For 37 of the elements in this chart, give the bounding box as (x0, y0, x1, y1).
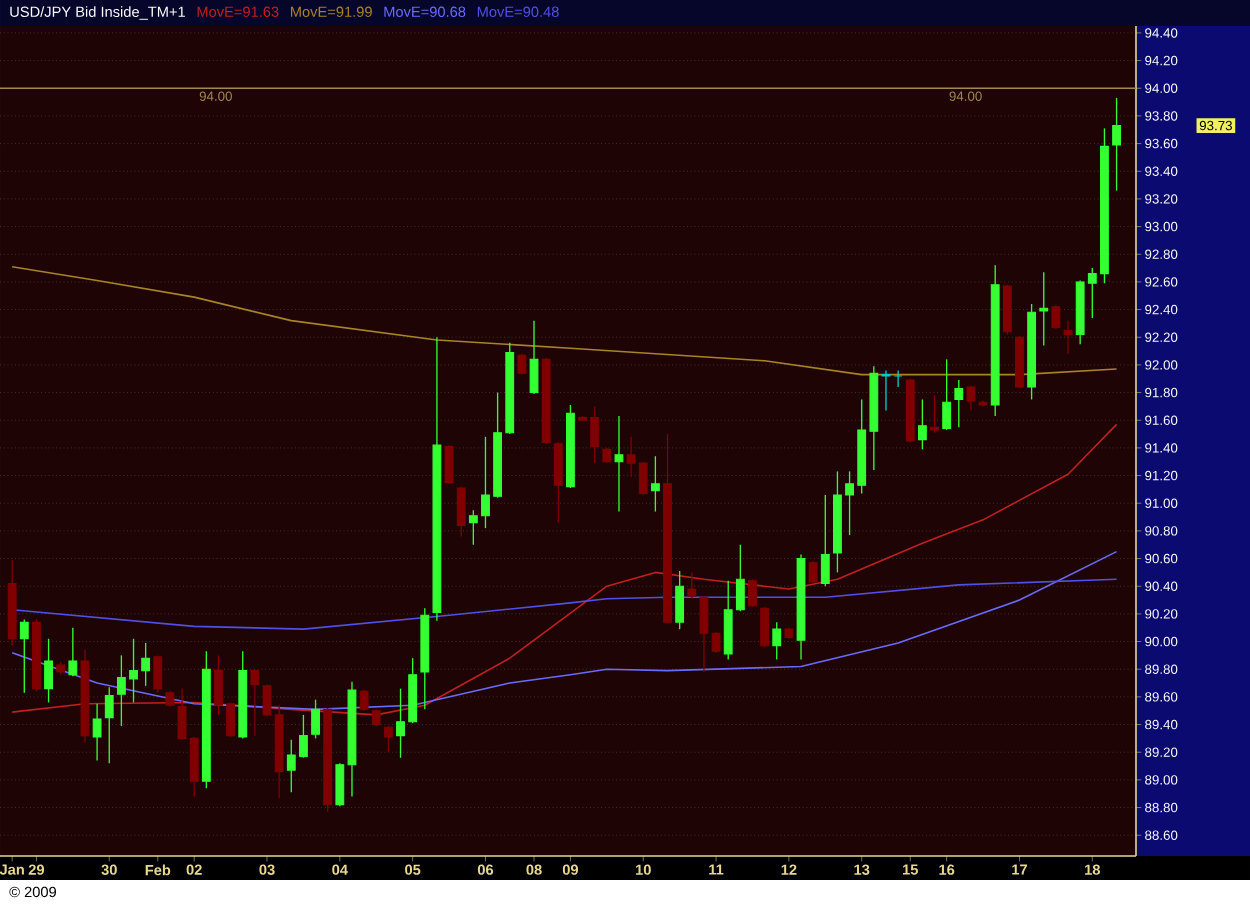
candlestick (153, 654, 163, 694)
candlestick (966, 384, 976, 412)
candlestick (760, 606, 770, 648)
line-series (11, 423, 1118, 716)
candlestick (553, 441, 563, 524)
candlestick (359, 689, 369, 712)
candlestick (917, 398, 927, 450)
candlestick (68, 627, 78, 677)
candlestick (954, 379, 964, 428)
candlestick (1051, 304, 1061, 330)
candlestick (748, 578, 757, 608)
candlestick (675, 570, 685, 630)
candlestick (456, 485, 466, 538)
candlestick (1112, 97, 1121, 192)
candlestick (44, 638, 53, 704)
candlestick (517, 353, 527, 376)
candlestick (444, 444, 454, 485)
candlestick (930, 394, 939, 434)
candlestick (711, 631, 721, 654)
candlestick (250, 668, 260, 737)
candlestick (942, 358, 952, 431)
line-series (11, 265, 1118, 376)
candlestick (1063, 319, 1073, 355)
candlestick (699, 595, 709, 673)
candlestick (92, 703, 102, 762)
candlestick (311, 698, 320, 740)
candlestick (383, 725, 393, 753)
candlestick (687, 571, 697, 600)
candlestick (614, 415, 624, 513)
candlestick (104, 686, 114, 764)
candlestick (19, 618, 29, 694)
candlestick (772, 621, 782, 661)
candlestick (820, 494, 830, 587)
candlestick (650, 455, 660, 513)
candlestick (529, 319, 539, 395)
candlestick (1002, 284, 1012, 336)
candlestick (1039, 271, 1049, 347)
